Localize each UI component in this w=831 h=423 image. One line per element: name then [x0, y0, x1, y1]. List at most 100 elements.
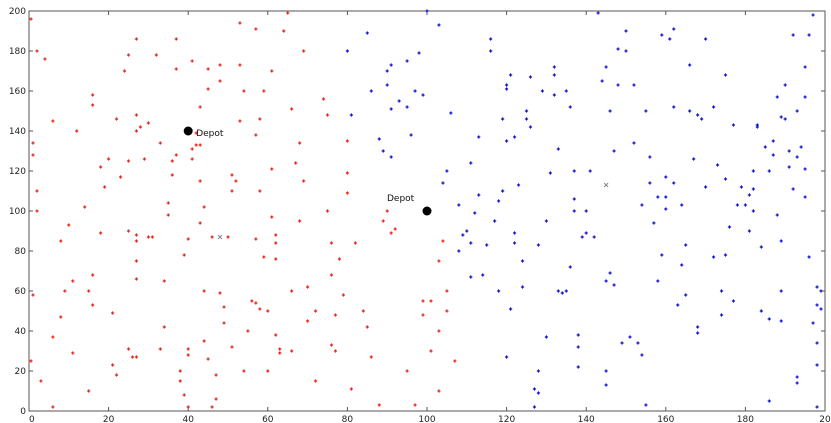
red-point: [353, 241, 357, 245]
red-point: [198, 143, 202, 147]
red-point: [59, 239, 63, 243]
blue-point: [779, 115, 783, 119]
blue-point: [501, 189, 505, 193]
blue-point: [505, 83, 509, 87]
red-point: [230, 189, 234, 193]
red-point: [43, 57, 47, 61]
blue-point: [612, 283, 616, 287]
red-point: [329, 273, 334, 277]
blue-point: [620, 341, 624, 345]
blue-point: [795, 381, 799, 385]
x-tick-label: 20: [103, 415, 115, 423]
red-point: [166, 201, 170, 205]
red-point: [441, 239, 445, 243]
blue-point: [389, 63, 393, 67]
blue-point: [481, 273, 485, 277]
red-point: [63, 289, 67, 293]
blue-point: [811, 321, 815, 325]
blue-point: [584, 209, 588, 213]
red-point: [437, 389, 441, 393]
blue-point: [751, 187, 755, 191]
red-point: [329, 241, 334, 245]
red-point: [99, 165, 103, 169]
x-tick-label: 140: [578, 415, 595, 423]
blue-point: [779, 319, 783, 323]
red-point: [190, 147, 194, 151]
red-point: [126, 229, 131, 233]
blue-point: [576, 333, 580, 337]
blue-point: [771, 139, 775, 143]
red-point: [198, 105, 202, 109]
red-point: [325, 209, 330, 213]
red-point: [158, 347, 162, 351]
blue-point: [668, 37, 672, 41]
blue-point: [628, 335, 632, 339]
red-point: [329, 343, 334, 347]
red-point: [278, 351, 282, 355]
blue-point: [767, 399, 771, 403]
red-point: [381, 219, 385, 223]
x-tick-label: 120: [498, 415, 515, 423]
red-point: [126, 53, 131, 57]
blue-point: [485, 243, 489, 247]
blue-point: [624, 49, 628, 53]
red-point: [29, 17, 33, 21]
red-point: [262, 255, 266, 259]
blue-point: [385, 69, 389, 73]
blue-point: [711, 255, 716, 259]
x-tick-label: 180: [737, 415, 754, 423]
y-tick-label: 160: [9, 87, 26, 97]
x-tick-label: 160: [657, 415, 674, 423]
red-point: [226, 235, 230, 239]
blue-point: [640, 353, 644, 357]
blue-point: [723, 253, 728, 257]
blue-point: [704, 185, 708, 189]
red-point: [134, 37, 139, 41]
blue-point: [381, 149, 385, 153]
blue-point: [477, 193, 481, 197]
red-point: [345, 191, 349, 195]
blue-point: [552, 65, 556, 69]
red-point: [321, 97, 326, 101]
red-point: [337, 257, 342, 261]
blue-point: [727, 225, 732, 229]
blue-point: [815, 405, 819, 409]
y-tick-label: 120: [9, 167, 26, 177]
red-point: [306, 319, 310, 323]
blue-point: [417, 51, 421, 55]
x-tick-label: 80: [342, 415, 354, 423]
y-tick-label: 60: [15, 287, 27, 297]
blue-point: [660, 253, 664, 257]
blue-point: [604, 369, 608, 373]
x-tick-label: 60: [262, 415, 274, 423]
red-point: [369, 355, 373, 359]
x-tick-label: 100: [418, 415, 435, 423]
red-point: [134, 277, 139, 281]
blue-point: [441, 181, 445, 185]
depot-label: Depot: [196, 129, 224, 139]
blue-point: [505, 355, 509, 359]
blue-point: [735, 203, 740, 207]
red-point: [214, 397, 218, 401]
red-point: [126, 159, 131, 163]
red-point: [254, 301, 258, 305]
blue-point: [787, 149, 791, 153]
red-point: [134, 233, 139, 237]
red-point: [31, 153, 35, 157]
red-point: [298, 141, 302, 145]
blue-point: [508, 73, 513, 77]
red-point: [166, 213, 170, 217]
blue-point: [819, 289, 823, 293]
red-point: [238, 63, 242, 67]
red-point: [258, 117, 262, 121]
blue-point: [457, 203, 461, 207]
red-point: [162, 325, 166, 329]
blue-point: [660, 33, 664, 37]
red-point: [313, 379, 318, 383]
red-point: [31, 141, 35, 145]
blue-point: [497, 199, 501, 203]
red-point: [71, 279, 75, 283]
red-point: [377, 403, 381, 407]
blue-point: [409, 133, 413, 137]
